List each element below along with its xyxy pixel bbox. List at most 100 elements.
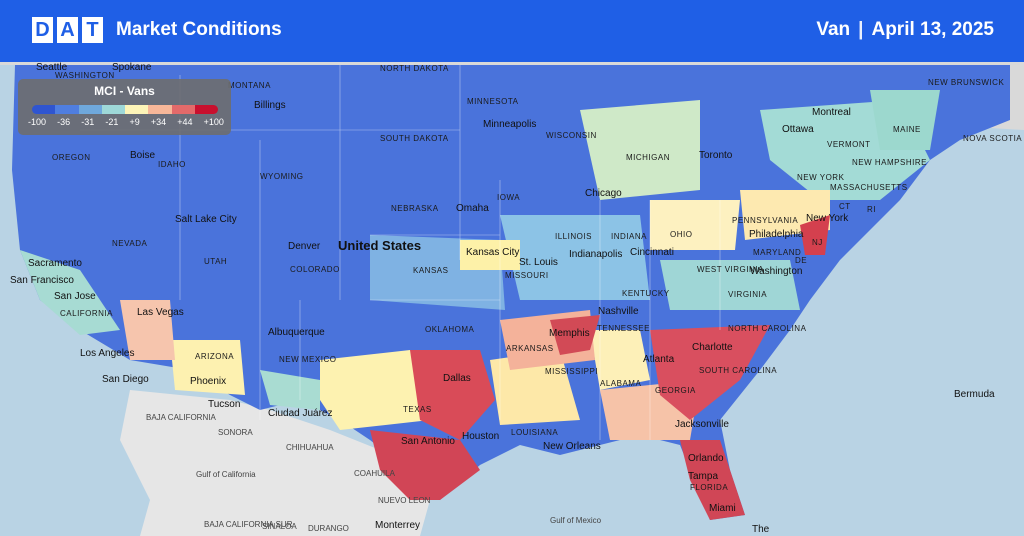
- logo-letter-d: D: [32, 17, 53, 43]
- el-paso-region: [260, 370, 320, 410]
- city-label: Cincinnati: [630, 247, 674, 258]
- state-label: DE: [795, 256, 808, 265]
- city-label: Bermuda: [954, 389, 995, 400]
- state-label: MARYLAND: [753, 248, 802, 257]
- state-label: NEBRASKA: [391, 204, 439, 213]
- legend-swatch: [32, 105, 56, 114]
- state-label: SONORA: [218, 428, 253, 437]
- legend-tick: +34: [150, 117, 167, 127]
- virginia-region: [660, 260, 800, 310]
- city-label: Indianapolis: [569, 249, 623, 260]
- city-label: Albuquerque: [268, 327, 325, 338]
- state-label: VERMONT: [827, 140, 871, 149]
- state-label: VIRGINIA: [728, 290, 768, 299]
- city-label: Monterrey: [375, 520, 421, 531]
- state-label: ALABAMA: [600, 379, 642, 388]
- city-label: St. Louis: [519, 257, 558, 268]
- state-label: MICHIGAN: [626, 153, 670, 162]
- legend-swatch: [194, 105, 218, 114]
- state-label: BAJA CALIFORNIA: [146, 413, 216, 422]
- city-label: Toronto: [699, 150, 733, 161]
- city-label: The: [752, 524, 770, 535]
- arizona-region: [170, 340, 245, 395]
- state-label: IDAHO: [158, 160, 186, 169]
- state-label: COAHUILA: [354, 469, 395, 478]
- kansas-city-region: [460, 240, 520, 270]
- legend-swatch: [125, 105, 149, 114]
- legend-tick: -31: [81, 117, 95, 127]
- city-label: Charlotte: [692, 342, 733, 353]
- city-label: Billings: [254, 100, 286, 111]
- state-label: DURANGO: [308, 524, 349, 533]
- city-label: Ottawa: [782, 124, 814, 135]
- legend-tick: -21: [105, 117, 119, 127]
- state-label: UTAH: [204, 257, 228, 266]
- city-label: Nashville: [598, 306, 639, 317]
- city-label: Salt Lake City: [175, 214, 237, 225]
- state-label: MISSISSIPPI: [545, 367, 599, 376]
- state-label: MASSACHUSETTS: [830, 183, 908, 192]
- state-label: WEST VIRGINIA: [697, 265, 764, 274]
- city-label: Orlando: [688, 453, 724, 464]
- country-label: United States: [338, 238, 422, 253]
- page-title: Market Conditions: [116, 19, 282, 40]
- city-label: Seattle: [36, 62, 68, 73]
- state-label: ARKANSAS: [506, 344, 554, 353]
- state-label: TENNESSEE: [597, 324, 650, 333]
- state-label: ILLINOIS: [555, 232, 592, 241]
- city-label: Ciudad Juárez: [268, 408, 333, 419]
- city-label: Jacksonville: [675, 419, 729, 430]
- city-label: San Francisco: [10, 275, 74, 286]
- state-label: ARIZONA: [195, 352, 235, 361]
- legend-tick: +9: [129, 117, 140, 127]
- legend-panel: MCI - Vans -100 -36 -31 -21 +9 +34 +44 +…: [18, 79, 231, 135]
- dat-logo: D A T: [32, 17, 103, 43]
- state-label: SOUTH CAROLINA: [699, 366, 778, 375]
- city-label: San Antonio: [401, 436, 455, 447]
- legend-title: MCI - Vans: [94, 84, 155, 98]
- state-label: GEORGIA: [655, 386, 696, 395]
- south-texas-region: [370, 430, 480, 500]
- tennessee-region: [590, 330, 650, 390]
- state-label: NEW MEXICO: [279, 355, 337, 364]
- ohio-region: [650, 200, 740, 250]
- logo-letter-t: T: [82, 17, 103, 43]
- state-label: OKLAHOMA: [425, 325, 475, 334]
- state-label: CT: [839, 202, 851, 211]
- state-label: NEW HAMPSHIRE: [852, 158, 927, 167]
- city-label: Tucson: [208, 399, 241, 410]
- city-label: Montreal: [812, 107, 851, 118]
- state-label: NORTH DAKOTA: [380, 64, 449, 73]
- city-label: New Orleans: [543, 441, 601, 452]
- legend-tick: +44: [177, 117, 193, 127]
- state-label: NUEVO LEON: [378, 496, 431, 505]
- header-bar: D A T Market Conditions Van | April 13, …: [0, 0, 1024, 62]
- maine-region: [870, 90, 940, 150]
- state-label: FLORIDA: [690, 483, 729, 492]
- state-label: NJ: [812, 238, 823, 247]
- city-label: Denver: [288, 241, 321, 252]
- city-label: Las Vegas: [137, 307, 184, 318]
- heat-map[interactable]: [0, 62, 1024, 536]
- state-label: TEXAS: [403, 405, 432, 414]
- water-label: Gulf of Mexico: [550, 516, 602, 525]
- state-label: MAINE: [893, 125, 921, 134]
- city-label: Kansas City: [466, 247, 520, 258]
- state-label: IOWA: [497, 193, 521, 202]
- state-label: NEW YORK: [797, 173, 845, 182]
- legend-tick: -36: [57, 117, 71, 127]
- state-label: RI: [867, 205, 876, 214]
- state-label: MINNESOTA: [467, 97, 519, 106]
- state-label: CHIHUAHUA: [286, 443, 334, 452]
- title-separator: |: [858, 19, 864, 40]
- state-label: SOUTH DAKOTA: [380, 134, 449, 143]
- state-label: BAJA CALIFORNIA SUR: [204, 520, 293, 529]
- city-label: Philadelphia: [749, 229, 804, 240]
- city-label: Tampa: [688, 471, 719, 482]
- city-label: Chicago: [585, 188, 622, 199]
- state-label: WASHINGTON: [55, 71, 115, 80]
- legend-swatch: [55, 105, 79, 114]
- city-label: Omaha: [456, 203, 489, 214]
- city-label: San Jose: [54, 291, 96, 302]
- state-label: NORTH CAROLINA: [728, 324, 807, 333]
